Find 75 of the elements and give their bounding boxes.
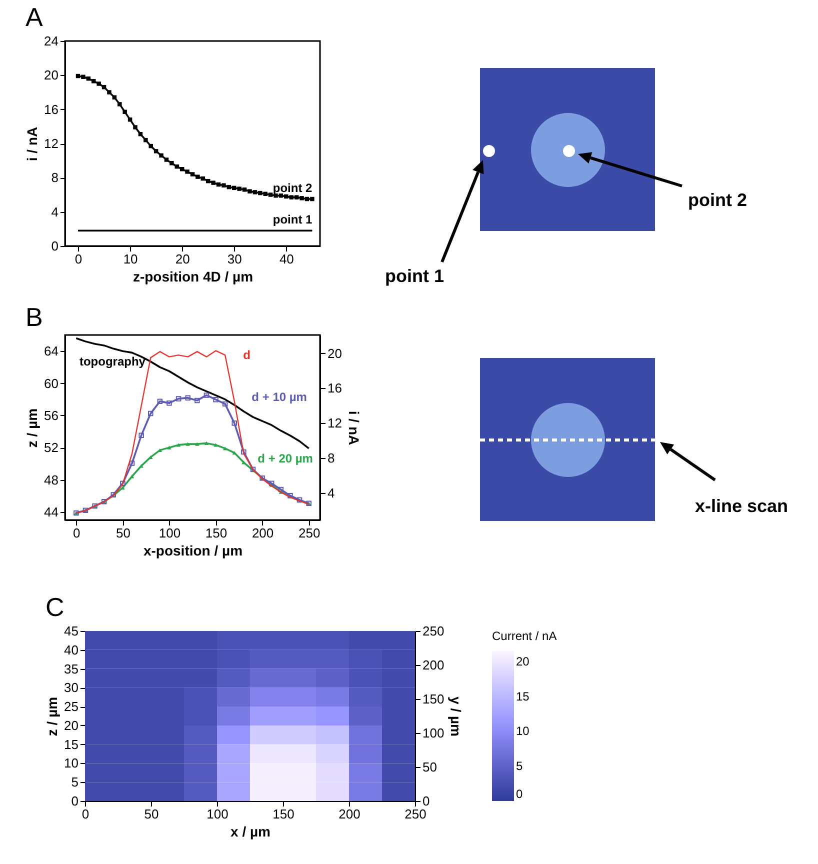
y-axis-title: z / µm xyxy=(44,696,60,736)
y-tick-label: 0 xyxy=(71,794,78,808)
chart-title: A xyxy=(26,2,44,32)
y2-tick-label: 0 xyxy=(422,794,430,808)
y-tick-label: 40 xyxy=(64,642,78,658)
y-axis-title: i / nA xyxy=(24,126,40,162)
x-tick-label: 50 xyxy=(116,526,130,540)
y-tick-label: 52 xyxy=(44,440,58,456)
x-tick-label: 150 xyxy=(205,526,228,540)
y-tick-label: 15 xyxy=(64,736,78,752)
x-tick-label: 250 xyxy=(298,526,320,540)
x-tick-label: 100 xyxy=(206,806,228,822)
y2-tick-label: 4 xyxy=(328,485,335,500)
y-tick-label: 10 xyxy=(64,756,78,771)
y2-axis-title: y / µm xyxy=(448,696,464,736)
y-tick-label: 0 xyxy=(51,238,58,254)
x-tick-label: 0 xyxy=(82,806,90,822)
x-axis-title: x-position / µm xyxy=(143,542,243,558)
color-bar-title: Current / nA xyxy=(492,629,557,643)
y-tick-label: 44 xyxy=(44,504,58,520)
x-tick-label: 200 xyxy=(252,526,274,540)
y-tick-label: 60 xyxy=(44,376,58,391)
x-tick-label: 150 xyxy=(272,806,294,822)
y-tick-label: 24 xyxy=(44,34,58,48)
y2-tick-label: 16 xyxy=(328,380,342,396)
x-tick-label: 20 xyxy=(175,252,190,266)
color-bar-label: 15 xyxy=(516,689,530,704)
y-tick-label: 35 xyxy=(64,661,78,676)
x-tick-label: 50 xyxy=(144,806,159,822)
color-bar-label: 10 xyxy=(516,724,530,738)
y-tick-label: 64 xyxy=(44,344,58,359)
y-axis-title: z / µm xyxy=(24,408,40,448)
series-label: point 2 xyxy=(272,181,313,196)
chart-title: C xyxy=(46,592,64,622)
x-axis-title: z-position 4D / µm xyxy=(132,268,254,284)
color-bar-label: 20 xyxy=(516,654,530,668)
y-tick-label: 30 xyxy=(64,680,78,696)
y-tick-label: 25 xyxy=(64,699,78,714)
y-tick-label: 48 xyxy=(44,472,58,488)
text: x-line scan xyxy=(695,496,788,516)
y-tick-label: 45 xyxy=(64,624,78,638)
y2-axis-title: i / nA xyxy=(346,410,362,446)
y2-tick-label: 150 xyxy=(422,692,444,706)
y2-tick-label: 50 xyxy=(422,760,437,774)
y-tick-label: 20 xyxy=(64,718,78,733)
y2-tick-label: 20 xyxy=(328,346,342,361)
y-tick-label: 4 xyxy=(51,204,58,220)
text: point 1 xyxy=(385,266,444,286)
chart-title: B xyxy=(26,302,43,332)
series-label: topography xyxy=(79,354,146,368)
x-tick-label: 30 xyxy=(227,252,242,266)
x-axis-title: x / µm xyxy=(230,824,270,840)
color-bar-label: 0 xyxy=(516,787,523,801)
text: point 2 xyxy=(688,190,747,210)
y2-tick-label: 250 xyxy=(422,624,444,638)
y2-tick-label: 8 xyxy=(328,450,335,466)
y2-tick-label: 200 xyxy=(422,658,444,672)
y2-tick-label: 12 xyxy=(328,416,342,431)
y2-tick-label: 100 xyxy=(422,726,444,740)
x-tick-label: 250 xyxy=(404,806,426,822)
x-tick-label: 100 xyxy=(158,526,181,540)
series-label: d xyxy=(243,348,250,362)
y-tick-label: 56 xyxy=(44,408,58,423)
y-tick-label: 12 xyxy=(44,136,58,151)
series-label: point 1 xyxy=(272,212,313,227)
y-tick-label: 5 xyxy=(71,774,78,790)
y-tick-label: 16 xyxy=(44,102,58,117)
y-tick-label: 8 xyxy=(51,170,58,186)
color-bar-label: 5 xyxy=(516,759,523,774)
x-tick-label: 200 xyxy=(338,806,360,822)
x-tick-label: 10 xyxy=(123,252,138,266)
y-tick-label: 20 xyxy=(44,68,58,83)
series-label: d + 10 µm xyxy=(252,390,307,404)
x-tick-label: 40 xyxy=(279,252,294,266)
series-label: d + 20 µm xyxy=(258,451,313,466)
